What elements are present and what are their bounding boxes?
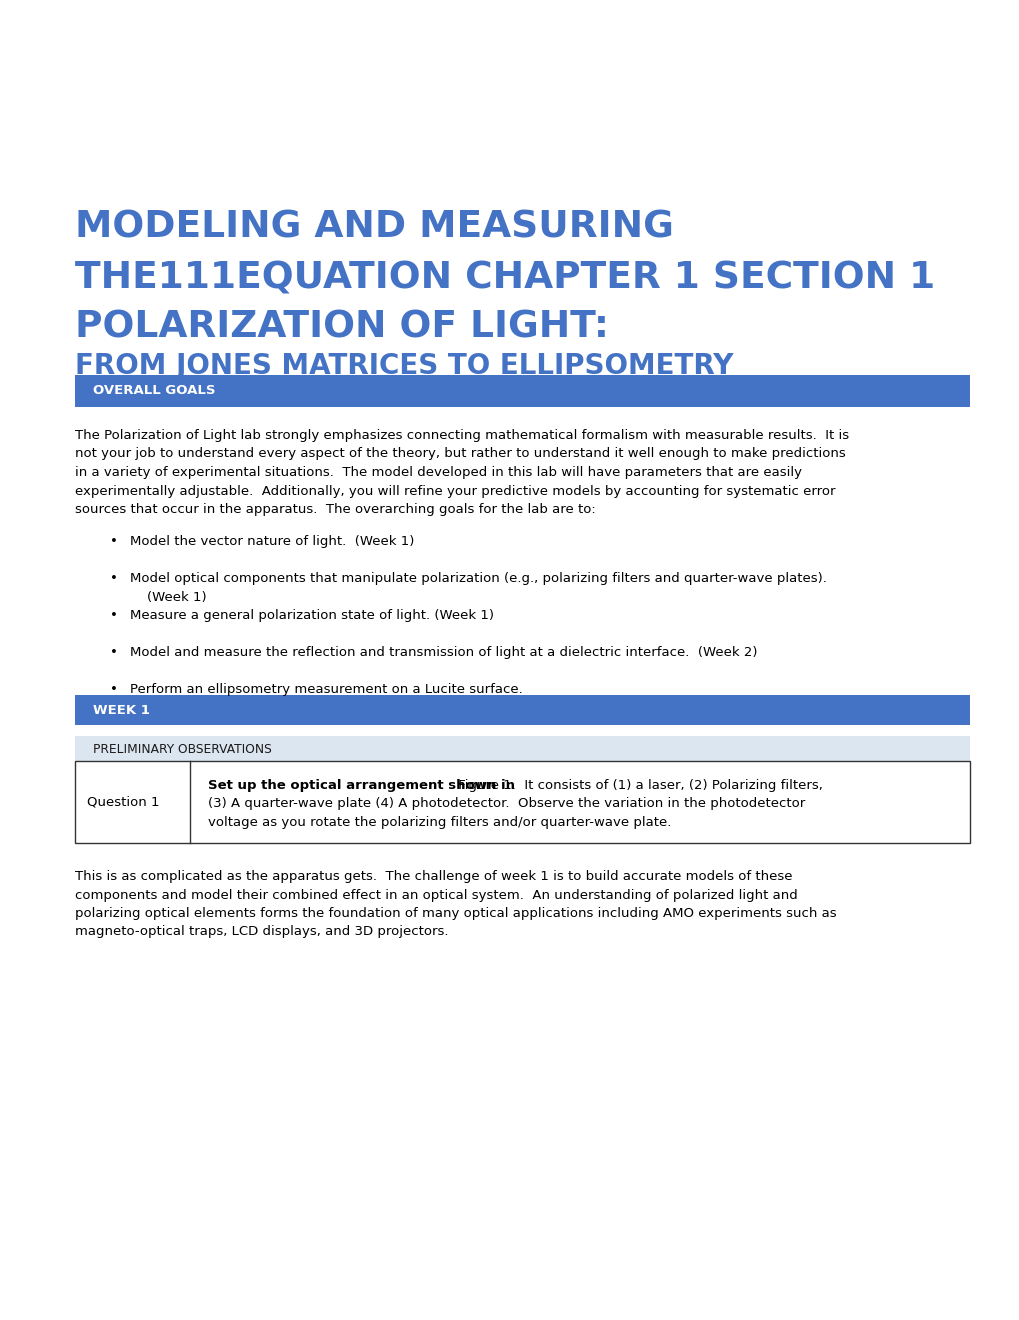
Text: Question 1: Question 1: [87, 796, 159, 808]
Text: Model and measure the reflection and transmission of light at a dielectric inter: Model and measure the reflection and tra…: [129, 645, 757, 659]
Text: voltage as you rotate the polarizing filters and/or quarter-wave plate.: voltage as you rotate the polarizing fil…: [208, 816, 671, 829]
Text: Model the vector nature of light.  (Week 1): Model the vector nature of light. (Week …: [129, 535, 414, 548]
Text: experimentally adjustable.  Additionally, you will refine your predictive models: experimentally adjustable. Additionally,…: [75, 484, 835, 498]
Text: Perform an ellipsometry measurement on a Lucite surface.: Perform an ellipsometry measurement on a…: [129, 682, 523, 696]
Text: WEEK 1: WEEK 1: [93, 704, 150, 717]
Text: Measure a general polarization state of light. (Week 1): Measure a general polarization state of …: [129, 609, 493, 622]
Text: •: •: [110, 535, 118, 548]
Text: OVERALL GOALS: OVERALL GOALS: [93, 384, 215, 397]
Text: magneto-optical traps, LCD displays, and 3D projectors.: magneto-optical traps, LCD displays, and…: [75, 925, 448, 939]
Text: PRELIMINARY OBSERVATIONS: PRELIMINARY OBSERVATIONS: [93, 743, 271, 756]
Bar: [75, 696, 969, 725]
Text: POLARIZATION OF LIGHT:: POLARIZATION OF LIGHT:: [75, 310, 608, 346]
Text: •: •: [110, 572, 118, 585]
Bar: [75, 375, 969, 407]
Bar: [75, 762, 969, 843]
Text: •: •: [110, 645, 118, 659]
Text: Figure 1.  It consists of (1) a laser, (2) Polarizing filters,: Figure 1. It consists of (1) a laser, (2…: [453, 779, 821, 792]
Text: Set up the optical arrangement shown in: Set up the optical arrangement shown in: [208, 779, 515, 792]
Text: Model optical components that manipulate polarization (e.g., polarizing filters : Model optical components that manipulate…: [129, 572, 826, 603]
Text: not your job to understand every aspect of the theory, but rather to understand : not your job to understand every aspect …: [75, 447, 845, 461]
Text: components and model their combined effect in an optical system.  An understandi: components and model their combined effe…: [75, 888, 797, 902]
Text: sources that occur in the apparatus.  The overarching goals for the lab are to:: sources that occur in the apparatus. The…: [75, 503, 595, 516]
Text: The Polarization of Light lab strongly emphasizes connecting mathematical formal: The Polarization of Light lab strongly e…: [75, 429, 848, 442]
Text: THE111EQUATION CHAPTER 1 SECTION 1: THE111EQUATION CHAPTER 1 SECTION 1: [75, 260, 934, 296]
Bar: [75, 737, 969, 763]
Text: polarizing optical elements forms the foundation of many optical applications in: polarizing optical elements forms the fo…: [75, 907, 836, 920]
Text: This is as complicated as the apparatus gets.  The challenge of week 1 is to bui: This is as complicated as the apparatus …: [75, 870, 792, 883]
Text: FROM JONES MATRICES TO ELLIPSOMETRY: FROM JONES MATRICES TO ELLIPSOMETRY: [75, 352, 733, 380]
Text: •: •: [110, 609, 118, 622]
Text: (3) A quarter-wave plate (4) A photodetector.  Observe the variation in the phot: (3) A quarter-wave plate (4) A photodete…: [208, 797, 804, 810]
Text: MODELING AND MEASURING: MODELING AND MEASURING: [75, 210, 674, 246]
Text: in a variety of experimental situations.  The model developed in this lab will h: in a variety of experimental situations.…: [75, 466, 801, 479]
Text: •: •: [110, 682, 118, 696]
